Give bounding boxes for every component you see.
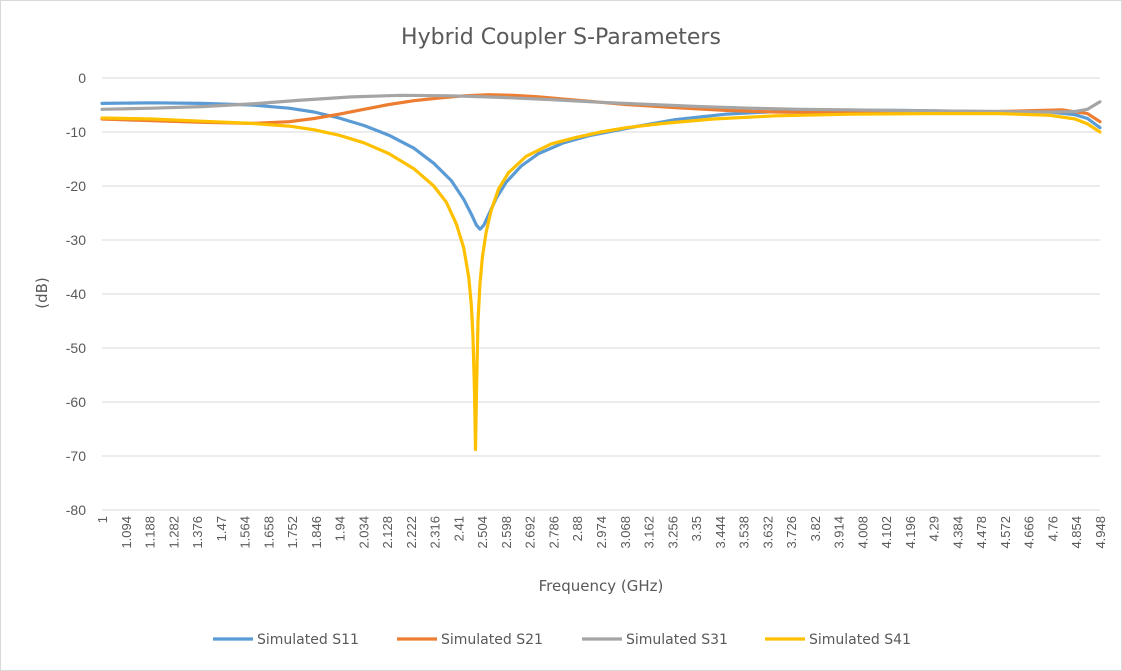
y-axis-label: (dB) xyxy=(33,277,51,309)
x-tick-label: 2.41 xyxy=(451,516,466,541)
x-tick-label: 3.82 xyxy=(808,516,823,541)
legend-item: Simulated S21 xyxy=(397,632,543,648)
series-line-s11 xyxy=(100,101,1102,231)
x-tick-label: 2.504 xyxy=(475,516,490,549)
series-line-s21 xyxy=(100,93,1102,125)
x-tick-label: 2.786 xyxy=(546,516,561,549)
x-tick-label: 4.948 xyxy=(1093,516,1108,549)
legend-label: Simulated S11 xyxy=(257,632,359,648)
x-tick-label: 1.376 xyxy=(190,516,205,549)
y-tick-label: 0 xyxy=(78,70,86,86)
legend-item: Simulated S31 xyxy=(582,632,728,648)
x-tick-label: 3.538 xyxy=(737,516,752,549)
y-tick-label: -10 xyxy=(66,124,86,140)
x-tick-label: 1.752 xyxy=(285,516,300,549)
chart-title: Hybrid Coupler S-Parameters xyxy=(401,25,721,50)
x-tick-label: 2.974 xyxy=(594,516,609,549)
x-tick-label: 1.658 xyxy=(261,516,276,549)
plot-series xyxy=(100,93,1102,452)
x-tick-label: 1.846 xyxy=(309,516,324,549)
x-tick-label: 4.478 xyxy=(974,516,989,549)
gridlines xyxy=(102,77,1100,511)
x-axis-ticks: 1 1.094 1.188 1.282 1.376 1.47 1.564 1.658 1.752… xyxy=(95,516,1108,549)
x-tick-label: 1 xyxy=(95,516,110,523)
x-tick-label: 2.88 xyxy=(570,516,585,541)
x-tick-label: 1.47 xyxy=(214,516,229,541)
y-axis-ticks: 0 -10 -20 -30 -40 -50 -60 -70 -80 xyxy=(66,70,86,518)
x-tick-label: 2.598 xyxy=(499,516,514,549)
legend-item: Simulated S11 xyxy=(213,632,359,648)
x-tick-label: 1.094 xyxy=(119,516,134,549)
series-line-s31 xyxy=(100,93,1102,114)
y-tick-label: -20 xyxy=(66,178,86,194)
x-tick-label: 3.256 xyxy=(665,516,680,549)
x-tick-label: 1.564 xyxy=(238,516,253,549)
legend-item: Simulated S41 xyxy=(765,632,911,648)
x-tick-label: 2.316 xyxy=(428,516,443,549)
x-tick-label: 1.188 xyxy=(143,516,158,549)
x-tick-label: 2.222 xyxy=(404,516,419,549)
x-tick-label: 3.914 xyxy=(832,516,847,549)
x-tick-label: 4.196 xyxy=(903,516,918,549)
x-tick-label: 4.572 xyxy=(998,516,1013,549)
x-tick-label: 3.632 xyxy=(760,516,775,549)
x-axis-label: Frequency (GHz) xyxy=(539,577,664,595)
x-tick-label: 3.068 xyxy=(618,516,633,549)
x-tick-label: 3.162 xyxy=(642,516,657,549)
x-tick-label: 3.444 xyxy=(713,516,728,549)
x-tick-label: 4.102 xyxy=(879,516,894,549)
legend-label: Simulated S41 xyxy=(809,632,911,648)
y-tick-label: -80 xyxy=(66,502,86,518)
legend-label: Simulated S21 xyxy=(441,632,543,648)
y-tick-label: -30 xyxy=(66,232,86,248)
y-tick-label: -60 xyxy=(66,394,86,410)
legend: Simulated S11 Simulated S21 Simulated S31 S… xyxy=(213,632,911,648)
x-tick-label: 3.726 xyxy=(784,516,799,549)
x-tick-label: 4.666 xyxy=(1022,516,1037,549)
x-tick-label: 3.35 xyxy=(689,516,704,541)
legend-label: Simulated S31 xyxy=(626,632,728,648)
x-tick-label: 4.008 xyxy=(855,516,870,549)
x-tick-label: 2.034 xyxy=(356,516,371,549)
x-tick-label: 4.29 xyxy=(927,516,942,541)
y-tick-label: -50 xyxy=(66,340,86,356)
x-tick-label: 4.854 xyxy=(1069,516,1084,549)
y-tick-label: -40 xyxy=(66,286,86,302)
x-tick-label: 1.94 xyxy=(333,516,348,541)
x-tick-label: 4.384 xyxy=(950,516,965,549)
x-tick-label: 4.76 xyxy=(1045,516,1060,541)
x-tick-label: 1.282 xyxy=(166,516,181,549)
x-tick-label: 2.128 xyxy=(380,516,395,549)
x-tick-label: 2.692 xyxy=(523,516,538,549)
y-tick-label: -70 xyxy=(66,448,86,464)
series-line-s41 xyxy=(100,112,1102,452)
